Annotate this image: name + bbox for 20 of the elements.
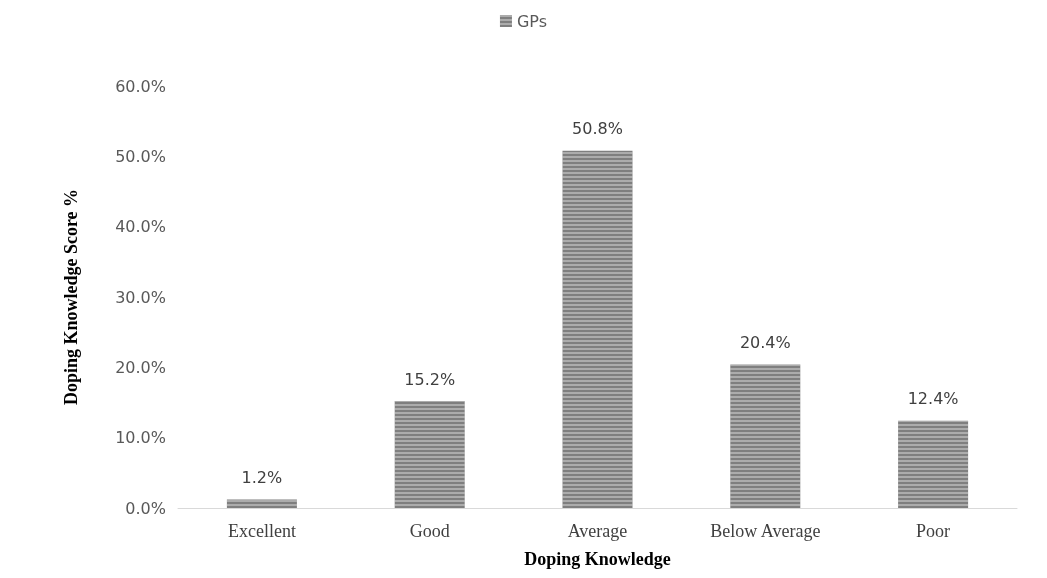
x-axis-title: Doping Knowledge: [524, 549, 671, 569]
y-tick-label: 20.0%: [115, 357, 166, 377]
y-tick-label: 50.0%: [115, 146, 166, 166]
x-tick-label: Poor: [916, 521, 951, 541]
data-label: 1.2%: [241, 468, 283, 488]
data-label: 15.2%: [404, 369, 456, 389]
y-tick-label: 60.0%: [115, 76, 166, 96]
y-tick-label: 10.0%: [115, 428, 166, 448]
y-tick-label: 30.0%: [115, 287, 166, 307]
x-tick-label: Below Average: [710, 521, 821, 541]
x-tick-label: Good: [409, 521, 450, 541]
data-label: 20.4%: [739, 333, 791, 353]
y-tick-label: 0.0%: [125, 498, 166, 518]
data-label: 12.4%: [907, 389, 959, 409]
y-tick-label: 40.0%: [115, 217, 166, 237]
x-tick-label: Excellent: [227, 521, 296, 541]
legend-label: GPs: [516, 11, 548, 31]
y-axis-title: Doping Knowledge Score %: [61, 188, 81, 406]
x-tick-label: Average: [567, 521, 628, 541]
data-label: 50.8%: [572, 119, 623, 139]
